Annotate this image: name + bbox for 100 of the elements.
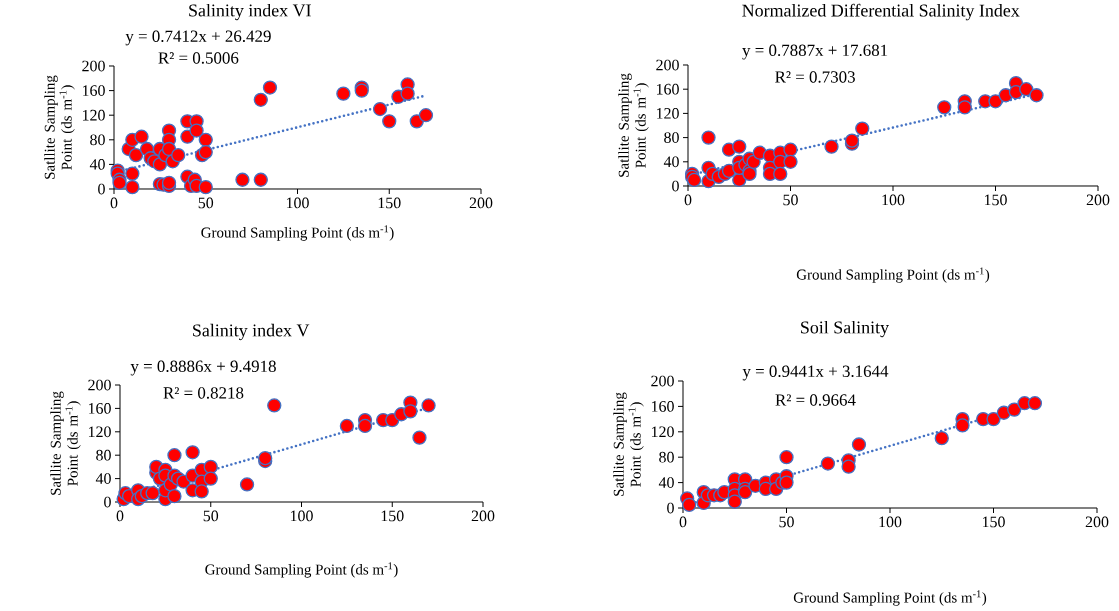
point	[783, 154, 798, 169]
x-axis-title: Ground Sampling Point (ds m$^{-1}$)	[201, 225, 394, 241]
point	[194, 484, 209, 499]
x-tick-label: 50	[779, 516, 794, 528]
y-tick-label: 80	[96, 449, 111, 461]
y-tick-label: 0	[672, 180, 679, 192]
x-tick-label: 0	[684, 194, 692, 206]
point	[145, 486, 160, 501]
y-tick-label: 40	[663, 156, 679, 168]
y-tick-label: 120	[651, 426, 674, 438]
point	[134, 129, 149, 144]
y-tick-label: 120	[656, 108, 679, 119]
point	[167, 448, 182, 463]
point	[382, 114, 397, 129]
chart-title: Salinity index VI	[189, 3, 311, 21]
x-tick-label: 0	[116, 510, 124, 522]
point	[198, 180, 213, 195]
point	[167, 489, 182, 504]
y-tick-label: 0	[667, 502, 674, 514]
y-tick-label: 160	[88, 403, 111, 414]
point	[253, 92, 268, 107]
y-tick-label: 160	[82, 85, 105, 96]
y-tick-label: 160	[656, 83, 679, 95]
x-tick-label: 50	[198, 197, 214, 209]
text: y = 0.9441x + 3.1644	[742, 365, 889, 381]
x-tick-label: 200	[471, 510, 495, 522]
annotation: R² = 0.9664	[775, 394, 856, 406]
y-tick-label: 80	[659, 451, 674, 463]
point	[171, 148, 186, 163]
chart-title: Soil Salinity	[801, 320, 889, 338]
point	[955, 418, 970, 433]
y-tick-label: 0	[98, 183, 105, 195]
y-tick-label: 120	[88, 426, 111, 438]
x-tick-label: 150	[378, 197, 401, 209]
x-tick-label: 100	[286, 197, 309, 209]
y-tick-label: 200	[88, 379, 111, 391]
point	[125, 180, 140, 195]
point	[253, 172, 268, 187]
point	[986, 411, 1001, 427]
point	[336, 86, 351, 101]
y-tick-label: 40	[89, 159, 105, 170]
text: R² = 0.5006	[158, 52, 239, 64]
point	[1019, 82, 1034, 97]
point	[1007, 402, 1022, 417]
point	[742, 166, 757, 182]
y-tick-label: 80	[664, 132, 679, 143]
x-axis-title: Ground Sampling Point (ds m$^{-1}$)	[796, 267, 990, 283]
point	[185, 445, 200, 460]
text: y = 0.7412x + 26.429	[125, 30, 271, 46]
x-tick-label: 50	[203, 510, 219, 522]
point	[841, 459, 856, 474]
point	[235, 172, 250, 187]
point	[198, 144, 213, 160]
y-tick-label: 40	[658, 477, 674, 488]
chart-title: Salinity index V	[193, 323, 310, 341]
point	[412, 430, 427, 445]
x-axis-title: Ground Sampling Point (ds m$^{-1}$)	[205, 562, 398, 578]
point	[855, 121, 870, 136]
point	[400, 86, 415, 101]
x-tick-label: 0	[679, 516, 687, 528]
x-tick-label: 200	[469, 197, 493, 209]
x-tick-label: 150	[982, 516, 1005, 528]
x-tick-label: 200	[1085, 516, 1109, 528]
y-tick-label: 200	[651, 375, 674, 387]
chart-title: Normalized Differential Salinity Index	[742, 3, 1020, 21]
point	[421, 398, 436, 413]
point	[732, 139, 747, 154]
point	[937, 100, 952, 115]
y-tick-label: 0	[104, 496, 111, 508]
point	[267, 398, 282, 413]
point	[1029, 88, 1044, 103]
x-tick-label: 100	[879, 516, 902, 528]
point	[773, 166, 788, 182]
point	[779, 475, 794, 490]
point	[128, 148, 144, 163]
point	[851, 437, 867, 452]
point	[1027, 396, 1043, 411]
point	[824, 139, 839, 154]
y-tick-label: 40	[95, 473, 111, 484]
point	[239, 477, 255, 492]
x-tick-label: 150	[984, 194, 1007, 206]
y-tick-label: 80	[90, 134, 105, 146]
annotation: R² = 0.8218	[163, 387, 244, 399]
point	[779, 450, 794, 465]
y-tick-label: 200	[656, 59, 679, 71]
annotation: R² = 0.7303	[775, 71, 855, 83]
text: y = 0.7887x + 17.681	[742, 44, 888, 60]
point	[262, 80, 278, 95]
x-tick-label: 150	[381, 510, 404, 522]
point	[198, 132, 213, 147]
point	[372, 101, 388, 117]
point	[701, 130, 716, 145]
x-tick-label: 50	[783, 194, 798, 206]
point	[203, 459, 218, 475]
text: y = 0.8886x + 9.4918	[130, 360, 276, 376]
point	[727, 494, 742, 509]
x-tick-label: 100	[882, 194, 905, 206]
point	[125, 166, 140, 181]
y-tick-label: 120	[82, 109, 105, 121]
point	[957, 100, 972, 115]
